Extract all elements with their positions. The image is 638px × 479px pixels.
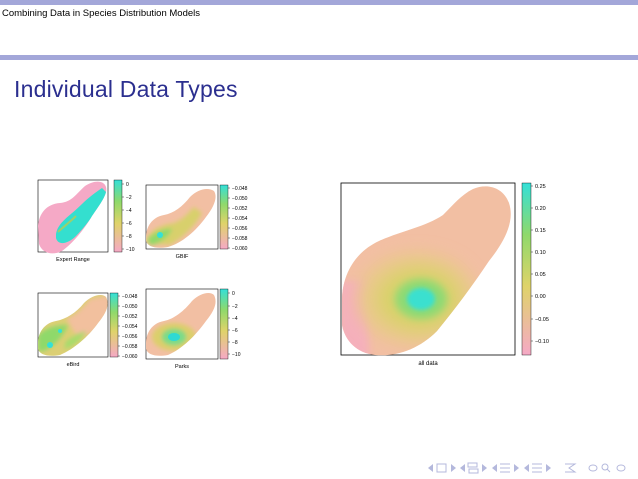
- expert-label: Expert Range: [56, 257, 90, 263]
- expert-tick: −4: [126, 208, 132, 214]
- parks-tick: −6: [232, 328, 238, 334]
- navigation-bar: [428, 462, 626, 474]
- expert-colorbar: [113, 179, 123, 253]
- parks-tick: 0: [232, 291, 235, 297]
- header-title[interactable]: Combining Data in Species Distribution M…: [2, 8, 201, 19]
- parks-map: 0 −2 −4 −6 −8 −10 Parks: [145, 288, 241, 370]
- all-tick: 0.20: [535, 206, 546, 212]
- nav-left-icon[interactable]: [428, 464, 433, 472]
- nav-align-icon[interactable]: [565, 463, 577, 473]
- parks-colorbar: [219, 288, 229, 360]
- nav-subsection-icon[interactable]: [492, 463, 519, 473]
- gbif-tick: −0.054: [232, 216, 248, 222]
- all-tick: −0.10: [535, 339, 549, 345]
- nav-search-icon[interactable]: [588, 463, 626, 473]
- parks-tick: −10: [232, 352, 241, 358]
- parks-tick: −4: [232, 316, 238, 322]
- all-tick: 0.15: [535, 228, 546, 234]
- ebird-tick: −0.056: [122, 334, 138, 340]
- parks-tick: −2: [232, 304, 238, 310]
- all-data-colorbar: [521, 182, 532, 356]
- gbif-tick: −0.052: [232, 206, 248, 212]
- parks-label: Parks: [175, 364, 189, 370]
- expert-tick: 0: [126, 182, 129, 188]
- nav-right-icon[interactable]: [524, 463, 551, 473]
- all-tick: 0.05: [535, 272, 546, 278]
- gbif-map: −0.048 −0.050 −0.052 −0.054 −0.056 −0.05…: [145, 184, 248, 260]
- all-data-label: all data: [418, 361, 438, 367]
- ebird-tick: −0.050: [122, 304, 138, 310]
- expert-tick: −10: [126, 247, 135, 253]
- nav-section-icon[interactable]: [460, 462, 487, 474]
- nav-frame-icon[interactable]: [436, 463, 456, 473]
- gbif-tick: −0.060: [232, 246, 248, 252]
- frame-title: Individual Data Types: [14, 76, 238, 102]
- ebird-tick: −0.058: [122, 344, 138, 350]
- expert-tick: −8: [126, 234, 132, 240]
- ebird-colorbar: [109, 292, 119, 358]
- all-tick: 0.10: [535, 250, 546, 256]
- expert-tick: −2: [126, 195, 132, 201]
- all-tick: −0.05: [535, 317, 549, 323]
- expert-range-map: 0 −2 −4 −6 −8 −10 Expert Range: [37, 179, 135, 263]
- ebird-label: eBird: [67, 362, 80, 368]
- ebird-tick: −0.054: [122, 324, 138, 330]
- header-divider: [0, 55, 638, 60]
- ebird-tick: −0.048: [122, 294, 138, 300]
- gbif-tick: −0.048: [232, 186, 248, 192]
- gbif-colorbar: [219, 184, 229, 250]
- all-tick: 0.25: [535, 184, 546, 190]
- gbif-tick: −0.050: [232, 196, 248, 202]
- all-tick: 0.00: [535, 294, 546, 300]
- header-top-bar: [0, 0, 638, 5]
- all-data-map: 0.25 0.20 0.15 0.10 0.05 0.00 −0.05 −0.1…: [340, 182, 549, 367]
- parks-tick: −8: [232, 340, 238, 346]
- ebird-map: −0.048 −0.050 −0.052 −0.054 −0.056 −0.05…: [37, 292, 138, 368]
- ebird-tick: −0.060: [122, 354, 138, 360]
- gbif-tick: −0.056: [232, 226, 248, 232]
- ebird-tick: −0.052: [122, 314, 138, 320]
- gbif-label: GBIF: [176, 254, 189, 260]
- gbif-tick: −0.058: [232, 236, 248, 242]
- expert-tick: −6: [126, 221, 132, 227]
